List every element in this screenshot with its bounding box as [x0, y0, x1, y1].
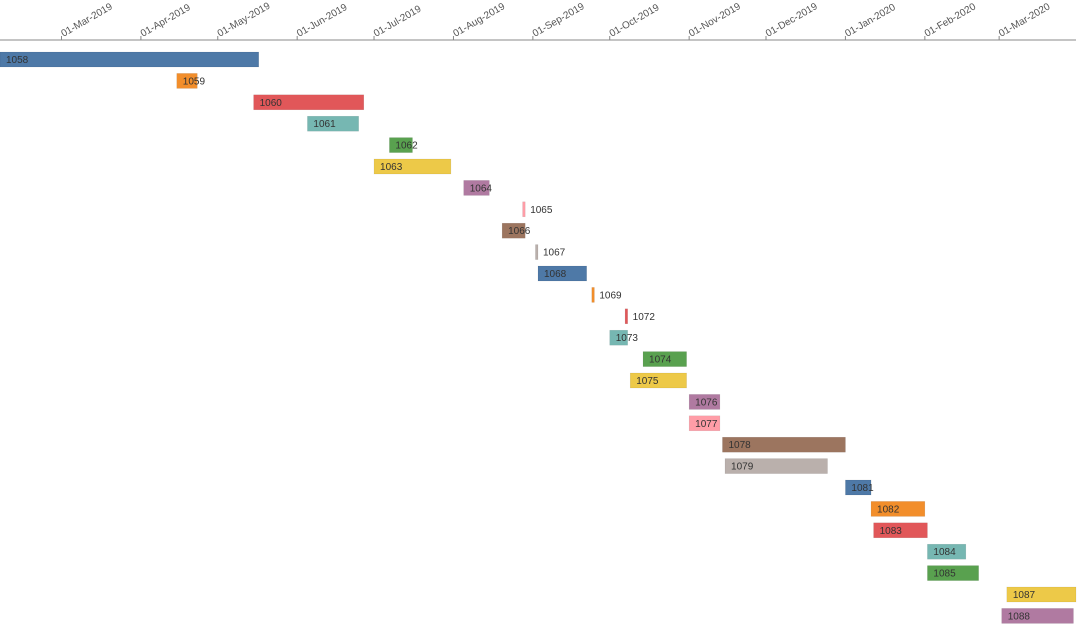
- task-bar-label: 1072: [633, 312, 656, 323]
- task-bar-label: 1083: [880, 526, 903, 537]
- task-bar[interactable]: [501, 222, 526, 239]
- task-bar-label: 1067: [543, 248, 566, 259]
- task-bar[interactable]: [927, 565, 979, 581]
- task-bar[interactable]: [373, 158, 452, 175]
- task-bar-label: 1076: [695, 397, 718, 408]
- task-bar-label: 1069: [599, 290, 622, 301]
- x-tick-label: 01-Sep-2019: [531, 1, 587, 40]
- task-bar[interactable]: [0, 51, 260, 68]
- x-axis: 01-Mar-2019 01-Apr-2019 01-May-2019 01-Jun-…: [0, 0, 1076, 41]
- task-bar-label: 1088: [1008, 611, 1031, 622]
- task-bar[interactable]: [870, 501, 926, 517]
- task-bar-label: 1075: [636, 376, 659, 387]
- task-bar[interactable]: [642, 351, 687, 367]
- task-bar[interactable]: [537, 265, 587, 282]
- task-bar[interactable]: [307, 115, 359, 132]
- task-bar-label: 1064: [470, 183, 493, 194]
- task-bar-label: 1058: [6, 55, 29, 66]
- x-tick-label: 01-Mar-2019: [59, 1, 114, 39]
- x-tick-label: 01-Apr-2019: [139, 2, 193, 40]
- task-bar-label: 1074: [649, 355, 672, 366]
- task-bar[interactable]: [624, 308, 628, 325]
- x-tick-label: 01-Jan-2020: [843, 2, 898, 40]
- task-bar-label: 1087: [1013, 590, 1036, 601]
- task-bar[interactable]: [609, 329, 628, 346]
- task-bar-label: 1063: [380, 162, 403, 173]
- task-bar[interactable]: [629, 372, 687, 389]
- task-bar-label: 1077: [695, 419, 718, 430]
- task-bar[interactable]: [522, 201, 526, 218]
- x-tick-label: 01-Mar-2020: [997, 1, 1052, 39]
- x-tick-label: 01-Feb-2020: [923, 1, 978, 39]
- task-bar-label: 1065: [530, 205, 553, 216]
- task-bar[interactable]: [688, 415, 721, 432]
- task-bar-label: 1061: [313, 119, 336, 130]
- task-bar[interactable]: [1001, 608, 1074, 624]
- x-tick-label: 01-Jul-2019: [372, 3, 424, 39]
- task-bar-label: 1060: [260, 98, 283, 109]
- task-bar[interactable]: [873, 522, 928, 539]
- task-bar-label: 1059: [183, 76, 206, 87]
- task-bar[interactable]: [176, 73, 198, 89]
- task-bar[interactable]: [1006, 586, 1077, 603]
- task-bars: 1058 1059 1060 1061 1062 1063 1064 1065 1066 1067…: [0, 51, 1077, 624]
- task-bar-label: 1062: [395, 141, 418, 152]
- task-bar-label: 1084: [933, 547, 956, 558]
- x-tick-label: 01-Nov-2019: [687, 1, 743, 40]
- task-bar-label: 1085: [933, 569, 956, 580]
- task-bar-label: 1082: [877, 504, 900, 515]
- task-bar[interactable]: [535, 244, 539, 260]
- task-bar[interactable]: [389, 137, 413, 153]
- task-bar-label: 1066: [508, 226, 531, 237]
- task-bar-label: 1068: [544, 269, 567, 280]
- task-bar[interactable]: [724, 458, 828, 474]
- x-tick-label: 01-Aug-2019: [451, 1, 507, 40]
- task-bar-label: 1079: [731, 462, 754, 473]
- task-bar[interactable]: [591, 287, 595, 303]
- task-bar[interactable]: [463, 180, 490, 196]
- task-bar[interactable]: [253, 94, 365, 111]
- x-tick-label: 01-May-2019: [216, 0, 273, 39]
- task-bar-label: 1081: [851, 483, 874, 494]
- task-bar-label: 1073: [616, 333, 639, 344]
- x-tick-label: 01-Dec-2019: [764, 1, 820, 40]
- task-bar-label: 1078: [728, 440, 751, 451]
- x-tick-label: 01-Jun-2019: [295, 2, 350, 40]
- task-bar[interactable]: [927, 543, 967, 560]
- x-tick-label: 01-Oct-2019: [608, 2, 662, 40]
- task-bar[interactable]: [688, 394, 721, 410]
- task-bar[interactable]: [722, 436, 846, 453]
- task-bar[interactable]: [845, 479, 872, 496]
